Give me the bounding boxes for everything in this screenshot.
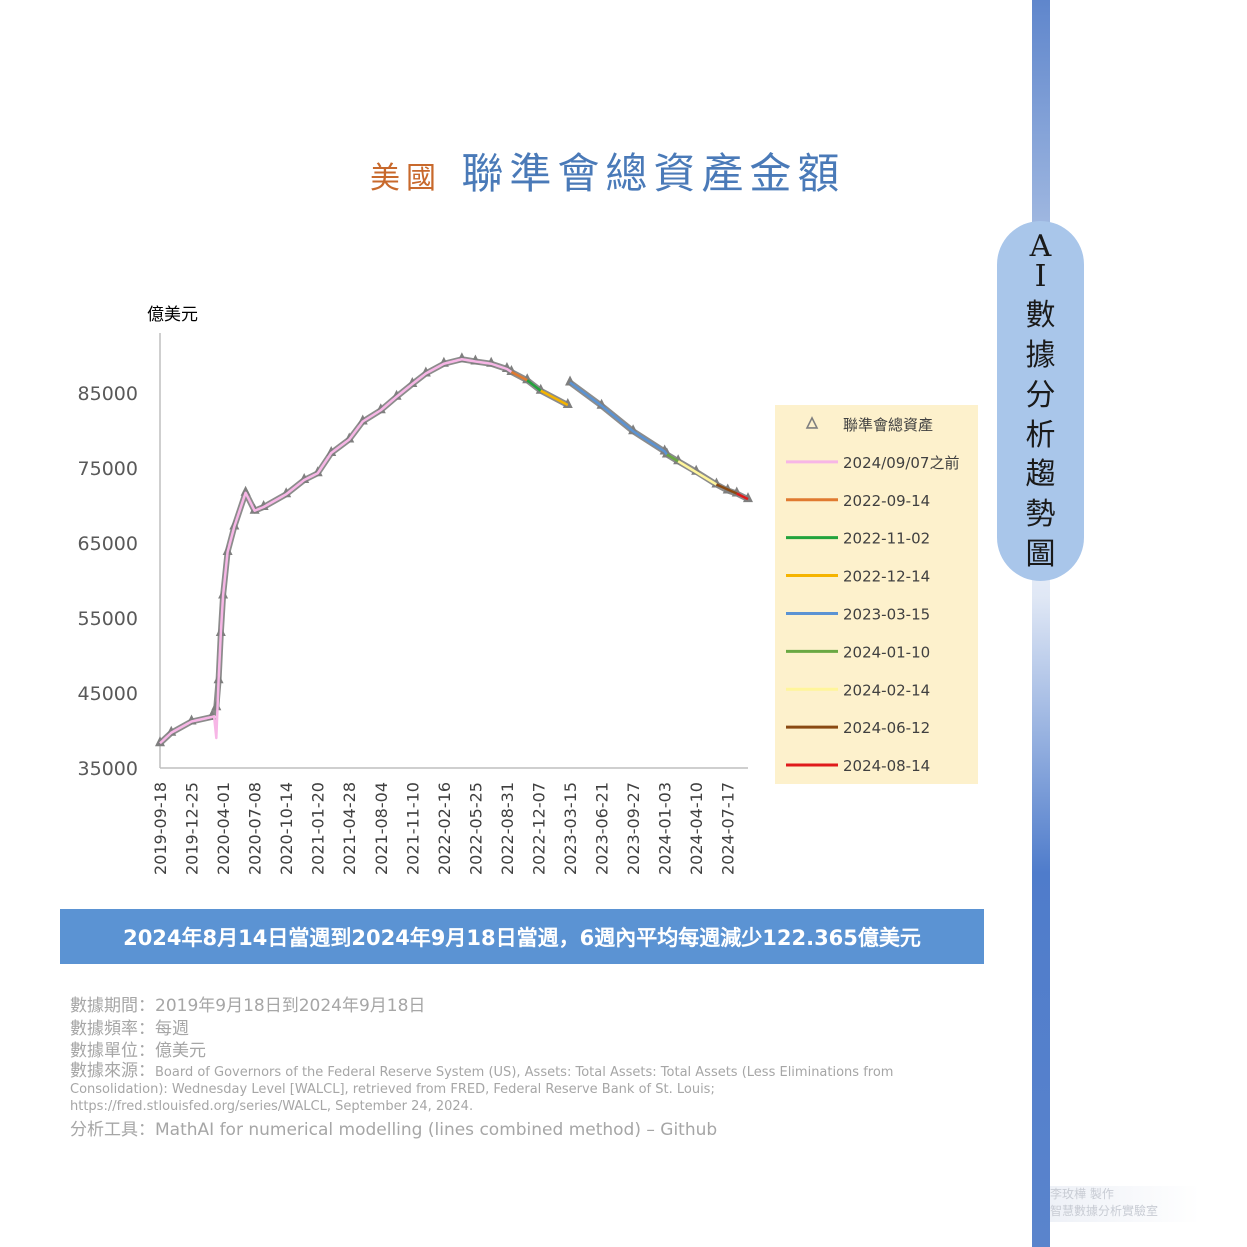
x-tick-label: 2023-06-21 xyxy=(593,782,612,875)
y-tick-label: 65000 xyxy=(78,533,138,555)
legend-box xyxy=(775,405,978,784)
series-line-2023-03-15 xyxy=(569,381,668,456)
side-label-char: I xyxy=(1034,258,1047,294)
x-tick-label: 2020-07-08 xyxy=(246,782,265,875)
series-line-2024/09/07之前 xyxy=(159,358,513,745)
credit-watermark: 李玫樺 製作 智慧數據分析實驗室 xyxy=(1050,1186,1200,1222)
note-unit: 數據單位：億美元 xyxy=(70,1041,206,1061)
side-label-char: 趨 xyxy=(1025,457,1056,493)
series-line-2024-02-14 xyxy=(677,460,718,486)
x-tick-label: 2020-10-14 xyxy=(277,782,296,875)
y-axis-label: 億美元 xyxy=(147,305,198,325)
legend-label: 2024-06-12 xyxy=(843,719,930,737)
legend-label: 聯準會總資產 xyxy=(843,416,933,434)
title-prefix: 美國 xyxy=(370,161,442,196)
note-source-text: Board of Governors of the Federal Reserv… xyxy=(70,1064,894,1114)
legend-label: 2023-03-15 xyxy=(843,605,930,623)
y-tick-label: 35000 xyxy=(78,758,138,780)
side-decor-bar xyxy=(1032,0,1050,1247)
observed-marker xyxy=(155,736,165,747)
x-tick-label: 2022-02-16 xyxy=(435,782,454,875)
side-label-char: 圖 xyxy=(1025,537,1056,572)
y-tick-label: 55000 xyxy=(78,608,138,630)
series-line-2022-11-02 xyxy=(526,379,542,392)
note-tool: 分析工具：MathAI for numerical modelling (lin… xyxy=(70,1119,718,1140)
x-tick-label: 2023-03-15 xyxy=(561,782,580,875)
x-tick-label: 2021-11-10 xyxy=(403,782,422,875)
y-tick-label: 75000 xyxy=(78,458,138,480)
observed-marker xyxy=(743,492,753,503)
x-tick-label: 2024-01-03 xyxy=(656,782,675,875)
legend-label: 2024-08-14 xyxy=(843,757,930,775)
data-notes: 數據期間：2019年9月18日到2024年9月18日 數據頻率：每週 數據單位：… xyxy=(70,995,950,1141)
side-label-char: A xyxy=(1029,228,1052,264)
observed-marker xyxy=(240,485,251,496)
y-tick-label: 85000 xyxy=(78,383,138,405)
title-main: 聯準會總資產金額 xyxy=(461,149,846,198)
note-source-label: 數據來源： xyxy=(70,1060,155,1081)
summary-banner: 2024年8月14日當週到2024年9月18日當週，6週內平均每週減少122.3… xyxy=(60,909,984,964)
observed-band xyxy=(568,380,750,502)
x-tick-label: 2023-09-27 xyxy=(624,782,643,875)
y-tick-label: 45000 xyxy=(78,683,138,705)
observed-marker xyxy=(357,414,368,425)
note-frequency: 數據頻率：每週 xyxy=(70,1018,189,1039)
legend-label: 2022-11-02 xyxy=(843,530,930,548)
legend-marker-triangle xyxy=(805,416,819,429)
x-tick-label: 2022-08-31 xyxy=(498,782,517,875)
x-tick-label: 2021-04-28 xyxy=(340,782,359,875)
credit-author: 李玫樺 製作 xyxy=(1050,1187,1114,1201)
side-label-char: 數 xyxy=(1025,298,1056,334)
series-line-2024-08-14 xyxy=(736,492,749,501)
observed-marker xyxy=(166,725,177,736)
note-source: 數據來源：Board of Governors of the Federal R… xyxy=(70,1060,950,1115)
chart-title: 美國 聯準會總資產金額 xyxy=(370,140,870,200)
side-label-char: 析 xyxy=(1025,417,1056,453)
x-tick-label: 2021-01-20 xyxy=(309,782,328,875)
legend-label: 2024/09/07之前 xyxy=(843,454,959,472)
x-tick-label: 2021-08-04 xyxy=(372,782,391,875)
side-label-char: 分 xyxy=(1025,377,1056,413)
observed-marker xyxy=(562,398,573,408)
observed-marker xyxy=(326,446,337,456)
series-line-2022-12-14 xyxy=(540,389,569,407)
legend-label: 2022-12-14 xyxy=(843,568,930,586)
x-tick-label: 2022-05-25 xyxy=(466,782,485,875)
side-label-char: 據 xyxy=(1025,338,1056,374)
series-line-2022-09-14 xyxy=(510,370,528,382)
chart-area: 億美元 35000 45000 55000 65000 75000 85000 2019-… xyxy=(78,305,978,875)
observed-marker xyxy=(211,700,222,711)
x-tick-label: 2022-12-07 xyxy=(529,782,548,875)
credit-lab: 智慧數據分析實驗室 xyxy=(1050,1204,1159,1218)
legend: 聯準會總資產 2024/09/07之前 2022-09-14 2022-11-02 20… xyxy=(775,405,978,784)
side-label-char: 勢 xyxy=(1025,497,1056,533)
x-tick-label: 2020-04-01 xyxy=(214,782,233,875)
note-period: 數據期間：2019年9月18日到2024年9月18日 xyxy=(70,996,426,1016)
side-label-pill: A I 數 據 分 析 趨 勢 圖 xyxy=(997,221,1084,581)
legend-label: 2022-09-14 xyxy=(843,492,930,510)
x-tick-label: 2024-07-17 xyxy=(719,782,738,875)
series-line-2024-01-10 xyxy=(666,453,679,463)
legend-label: 2024-02-14 xyxy=(843,681,930,699)
x-tick-label: 2024-04-10 xyxy=(687,782,706,875)
x-tick-label: 2019-12-25 xyxy=(183,782,202,875)
legend-label: 2024-01-10 xyxy=(843,643,930,661)
series-line-2024-06-12 xyxy=(715,483,738,495)
x-tick-label: 2019-09-18 xyxy=(151,782,170,875)
